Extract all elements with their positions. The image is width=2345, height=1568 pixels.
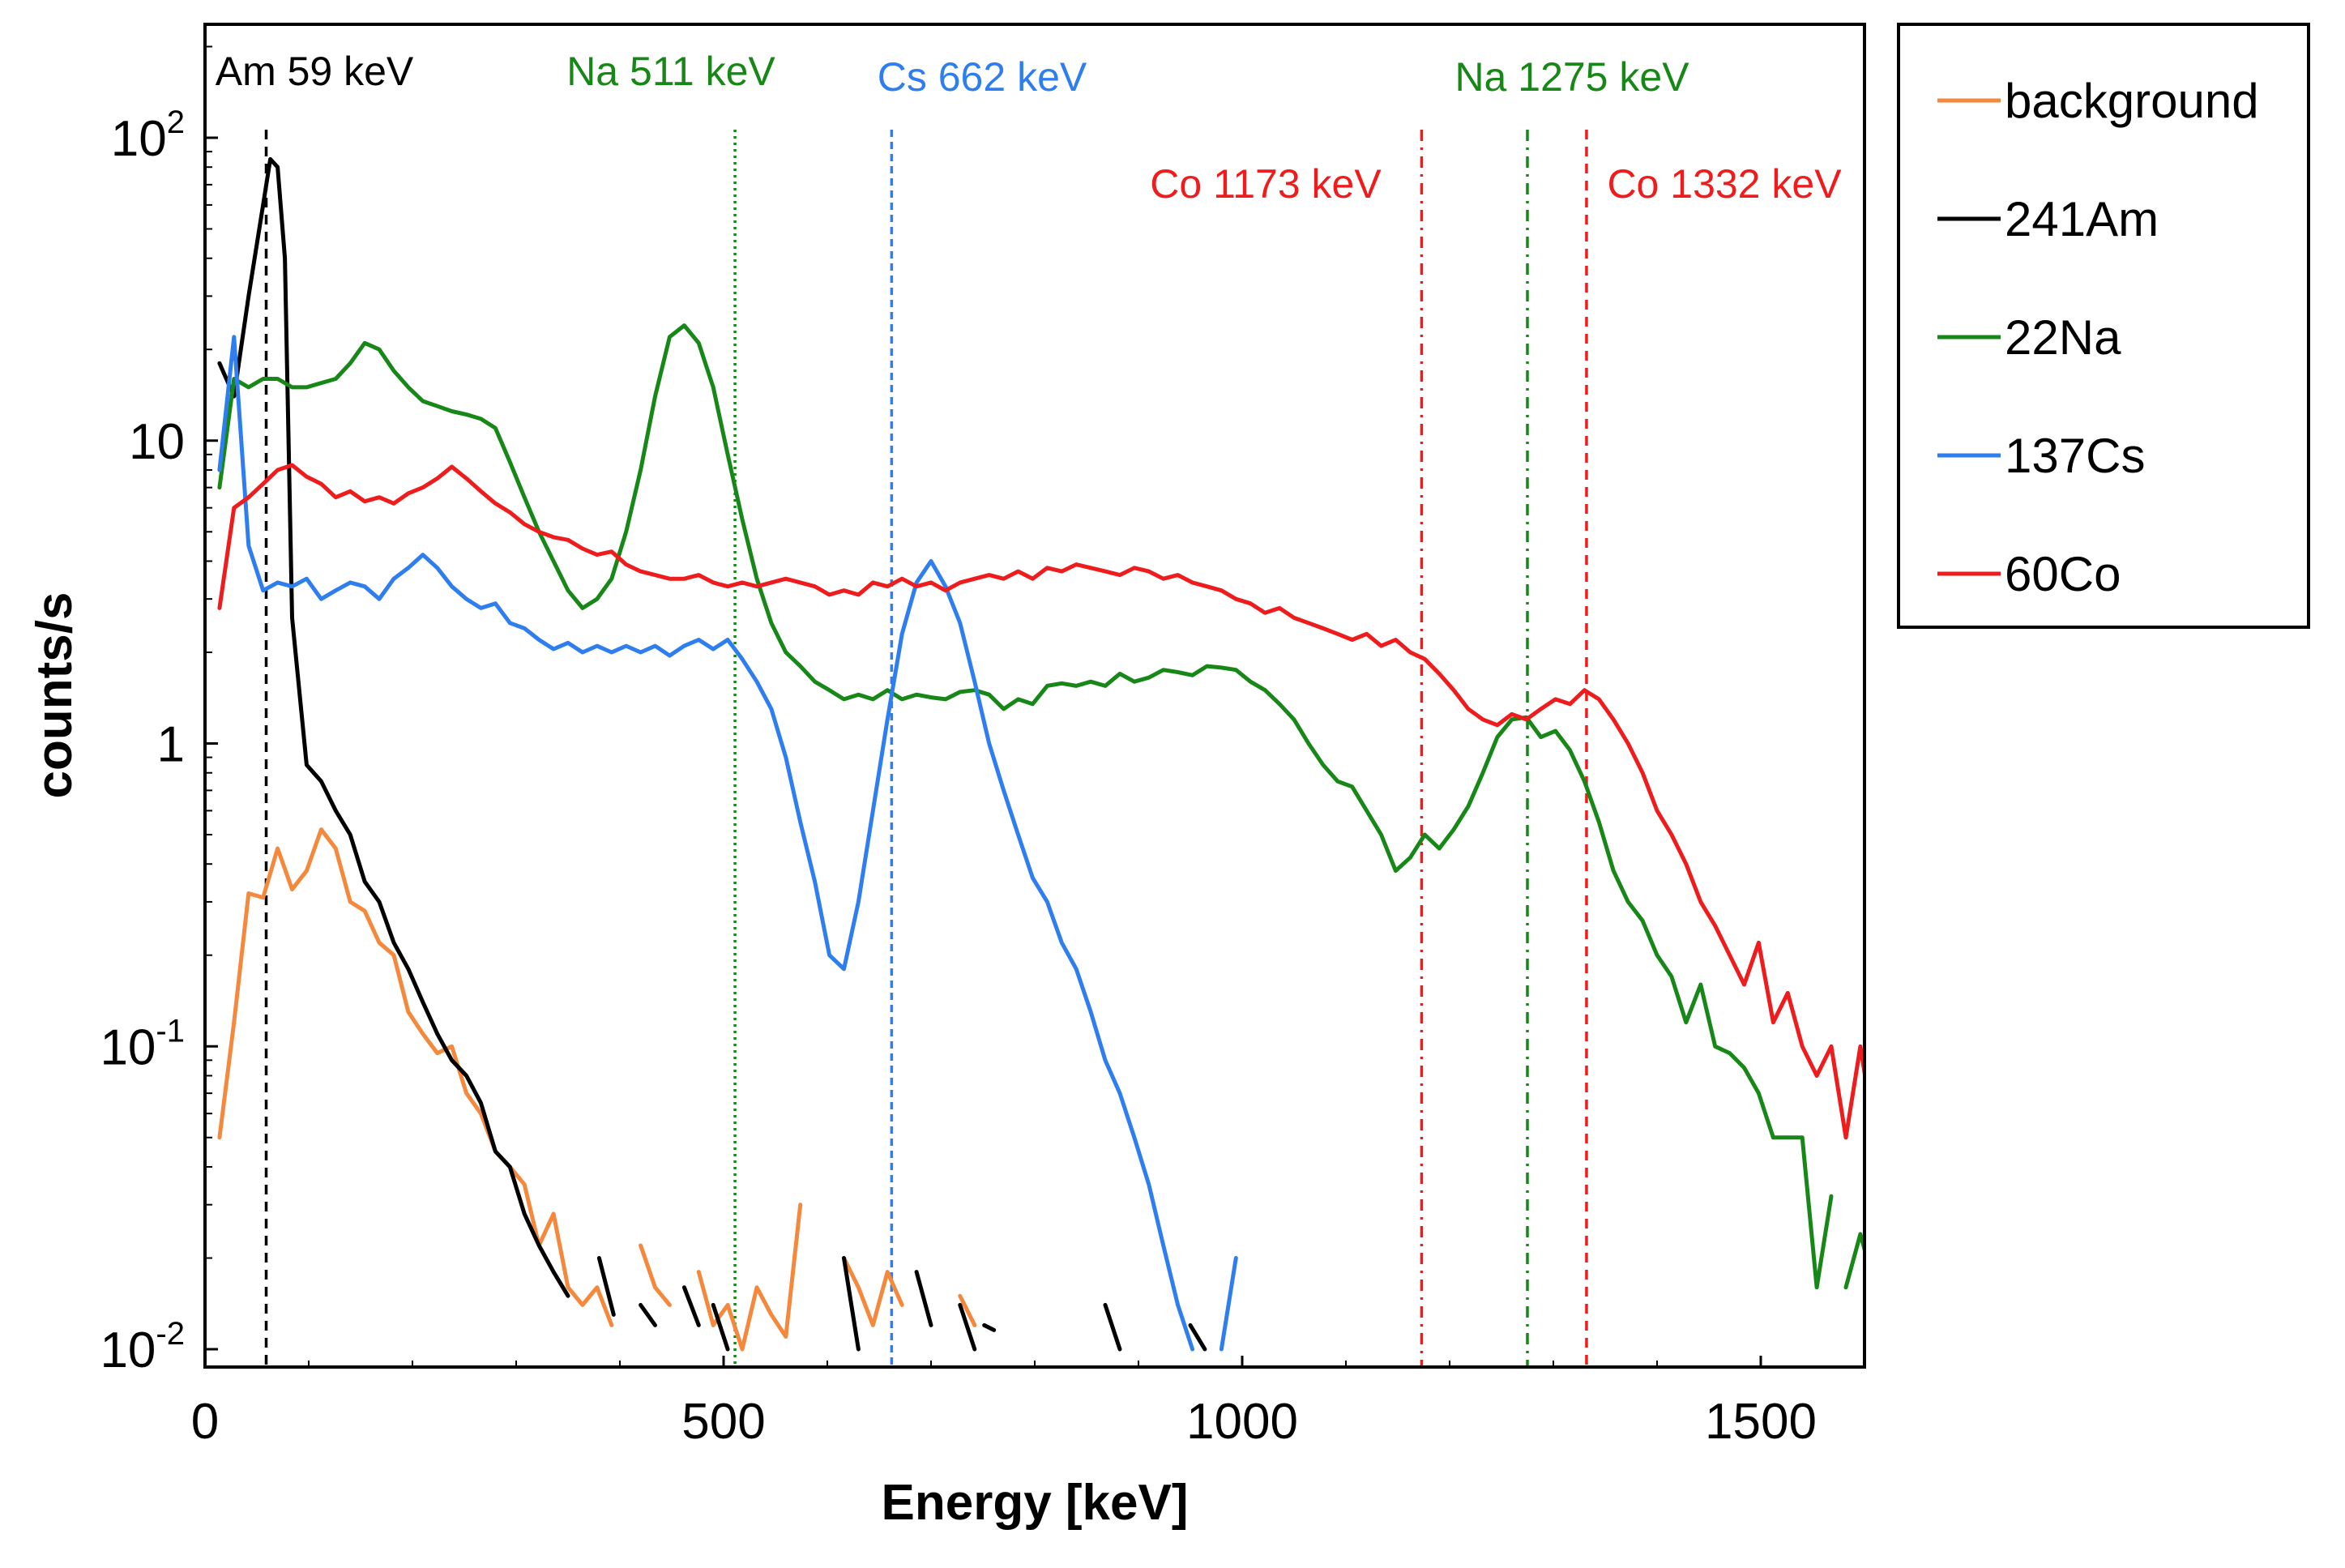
series-60co bbox=[217, 463, 1864, 1140]
series-line bbox=[1188, 1322, 1207, 1352]
annotation-lines bbox=[264, 130, 1588, 1367]
series-line bbox=[696, 1203, 803, 1352]
y-tick-label: 1 bbox=[157, 717, 185, 773]
y-tick-label: 10-1 bbox=[100, 1013, 185, 1075]
series-line bbox=[914, 1270, 933, 1327]
series-line bbox=[958, 1302, 977, 1352]
annotation-label: Am 59 keV bbox=[216, 49, 414, 94]
series-line bbox=[1103, 1302, 1122, 1352]
annotation-label: Co 1332 keV bbox=[1607, 161, 1842, 207]
series-line bbox=[639, 1302, 657, 1327]
annotation-label: Cs 662 keV bbox=[878, 54, 1087, 100]
x-tick-label: 1000 bbox=[1186, 1394, 1298, 1450]
series-line bbox=[842, 1256, 861, 1352]
legend-box bbox=[1897, 23, 2310, 629]
series-line bbox=[711, 1302, 730, 1352]
legend-label: background bbox=[2005, 74, 2259, 128]
x-axis: 0 500 1000 1500 bbox=[191, 1356, 1817, 1450]
y-axis-title: counts/s bbox=[27, 592, 83, 799]
series-line bbox=[1843, 1232, 1864, 1290]
series-line bbox=[982, 1322, 997, 1332]
legend-label: 241Am bbox=[2005, 192, 2159, 246]
series-line bbox=[842, 1256, 904, 1327]
series-line bbox=[217, 827, 614, 1327]
y-tick-label: 10 bbox=[129, 414, 185, 470]
series-line bbox=[217, 335, 1195, 1352]
series-line bbox=[639, 1243, 672, 1307]
series-line bbox=[681, 1285, 701, 1327]
x-tick-label: 500 bbox=[681, 1394, 765, 1450]
legend-label: 22Na bbox=[2005, 310, 2121, 365]
series-layer bbox=[217, 156, 1864, 1352]
series-line bbox=[958, 1293, 977, 1327]
series-line bbox=[217, 463, 1864, 1140]
annotation-label: Co 1173 keV bbox=[1150, 161, 1382, 207]
x-axis-title: Energy [keV] bbox=[881, 1475, 1188, 1531]
annotation-label: Na 1275 keV bbox=[1454, 54, 1689, 100]
series-137cs bbox=[217, 335, 1238, 1352]
legend-label: 60Co bbox=[2005, 547, 2121, 601]
series-line bbox=[1219, 1256, 1238, 1352]
series-line bbox=[217, 323, 1834, 1290]
series-line bbox=[217, 156, 570, 1298]
series-background bbox=[217, 827, 977, 1352]
x-tick-label: 0 bbox=[191, 1394, 219, 1450]
series-241am bbox=[217, 156, 1207, 1352]
x-tick-label: 1500 bbox=[1705, 1394, 1817, 1450]
series-line bbox=[596, 1256, 616, 1317]
series-22na bbox=[217, 323, 1864, 1290]
legend-label: 137Cs bbox=[2005, 429, 2145, 483]
legend: background 241Am 22Na 137Cs 60Co bbox=[1897, 23, 2310, 629]
annotation-label: Na 511 keV bbox=[566, 49, 775, 94]
annotation-labels: Am 59 keV Na 511 keV Cs 662 keV Co 1173 keV… bbox=[216, 49, 1842, 207]
